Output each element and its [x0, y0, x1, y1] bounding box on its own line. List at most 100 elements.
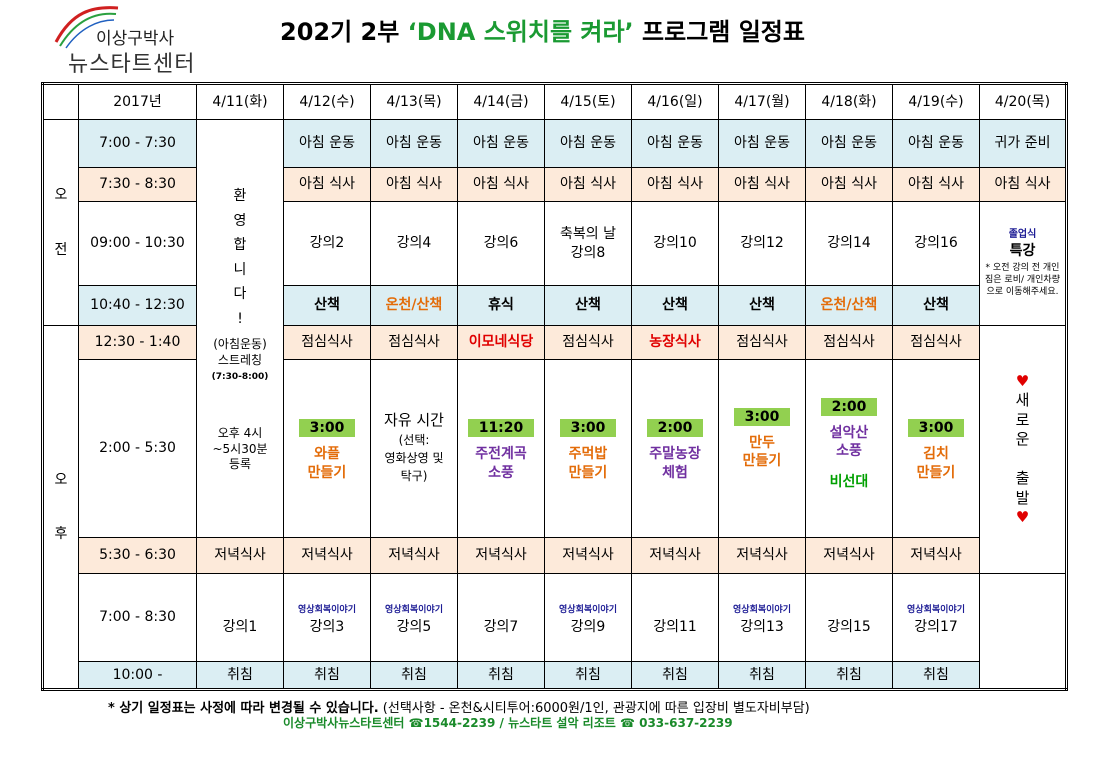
pm-char: 오: [54, 471, 68, 488]
evening-sub: 영상회복이야기: [385, 605, 443, 616]
evening-cell: 영상회복이야기 강의5: [370, 573, 458, 662]
last-day-evening-empty: [979, 573, 1067, 690]
lecture-cell: 강의4: [370, 201, 458, 286]
am-char: 오: [54, 187, 68, 204]
lunch-cell: 이모네식당: [457, 325, 545, 360]
evening-lecture: 강의17: [914, 618, 958, 635]
row-evening-lecture: 7:00 - 8:30 강의1 영상회복이야기 강의3 영상회복이야기 강의5 강의…: [43, 573, 1067, 690]
time-cell: 10:00 -: [78, 661, 197, 690]
time-badge: 11:20: [467, 419, 535, 438]
hot-spring-walk: 온천/산책: [385, 297, 443, 314]
row-sleep: 10:00 - 취침 취침 취침 취침 취침 취침 취침 취침 취침: [43, 661, 1067, 690]
time-badge: 2:00: [820, 398, 878, 417]
date-header: 4/16(일): [631, 83, 719, 120]
logo-name: 이상구박사: [96, 29, 175, 49]
lunch-cell: 점심식사: [718, 325, 806, 360]
sleep-cell: 취침: [457, 661, 545, 690]
lecture-cell: 강의12: [718, 201, 806, 286]
free-time: 자유 시간: [384, 411, 444, 430]
departure-char: 출: [1015, 469, 1030, 487]
time-badge: 3:00: [907, 419, 965, 438]
lunch-cell: 점심식사: [370, 325, 458, 360]
free-time-option: 탁구): [400, 469, 428, 484]
am-char: 전: [54, 241, 68, 258]
activity-title: 와플: [314, 446, 340, 463]
welcome-char: 환: [233, 188, 247, 205]
activity-cell: 3:00 와플 만들기: [283, 359, 371, 538]
lunch-cell: 점심식사: [805, 325, 893, 360]
evening-cell: 영상회복이야기 강의3: [283, 573, 371, 662]
activity-title: 체험: [662, 464, 688, 481]
evening-sub: 영상회복이야기: [907, 605, 965, 616]
date-header: 4/19(수): [892, 83, 980, 120]
breakfast-cell: 아침 식사: [892, 167, 980, 202]
dinner-cell: 저녁식사: [196, 537, 284, 574]
breakfast-cell: 아침 식사: [979, 167, 1067, 202]
date-header: 4/18(화): [805, 83, 893, 120]
exercise-cell: 아침 운동: [370, 119, 458, 168]
sleep-cell: 취침: [892, 661, 980, 690]
dinner-cell: 저녁식사: [457, 537, 545, 574]
lecture-cell: 강의14: [805, 201, 893, 286]
evening-lecture: 강의1: [222, 618, 258, 635]
logo-center-name: 뉴스타트센터: [68, 52, 196, 77]
center-logo: 이상구박사 뉴스타트센터: [52, 2, 232, 77]
evening-cell: 강의7: [457, 573, 545, 662]
new-char: 로: [1015, 410, 1030, 429]
schedule-note: * 상기 일정표는 사정에 따라 변경될 수 있습니다. (선택사항 - 온천&…: [108, 697, 810, 716]
departure-char: 발: [1015, 488, 1030, 507]
row-morning-lecture: 09:00 - 10:30 강의2 강의4 강의6 축복의 날 강의8 강의10 …: [43, 201, 1067, 326]
evening-lecture: 강의7: [483, 618, 519, 635]
new-char: 새: [1015, 391, 1030, 409]
evening-sub: 영상회복이야기: [298, 605, 356, 616]
dinner-cell: 저녁식사: [718, 537, 806, 574]
welcome-char: 다: [233, 286, 247, 303]
row-walk: 10:40 - 12:30 산책 온천/산책 휴식 산책 산책 산책 온천/산책…: [43, 285, 1067, 326]
evening-lecture: 강의15: [827, 618, 871, 635]
activity-title: 만들기: [307, 464, 347, 481]
graduation-special-lecture: 특강: [1009, 242, 1036, 259]
welcome-char: !: [237, 310, 243, 327]
activity-title: 만두: [749, 435, 775, 452]
welcome-char: 합: [233, 237, 247, 254]
time-cell: 12:30 - 1:40: [78, 325, 197, 360]
walk-cell: 휴식: [457, 285, 545, 326]
evening-lecture: 강의13: [740, 618, 784, 635]
dinner-cell: 저녁식사: [892, 537, 980, 574]
blessing-lecture: 강의8: [570, 244, 606, 261]
activity-cell: 3:00 김치 만들기: [892, 359, 980, 538]
evening-cell: 강의1: [196, 573, 284, 662]
title-program-name: ‘DNA 스위치를 켜라’: [407, 18, 634, 46]
activity-title: 김치: [923, 446, 949, 463]
dinner-cell: 저녁식사: [283, 537, 371, 574]
activity-title: 주말농장: [649, 446, 701, 463]
heart-icon: ♥: [1015, 508, 1030, 526]
year-header: 2017년: [78, 83, 197, 120]
date-header: 4/17(월): [718, 83, 806, 120]
activity-title: 소풍: [488, 464, 514, 481]
exercise-cell: 아침 운동: [805, 119, 893, 168]
time-cell: 7:00 - 8:30: [78, 573, 197, 662]
evening-cell: 강의15: [805, 573, 893, 662]
blessing-day-cell: 축복의 날 강의8: [544, 201, 632, 286]
dinner-cell: 저녁식사: [805, 537, 893, 574]
free-time-option: (선택:: [398, 432, 430, 447]
lecture-cell: 강의6: [457, 201, 545, 286]
note-warning: * 상기 일정표는 사정에 따라 변경될 수 있습니다.: [108, 701, 379, 716]
time-badge: 2:00: [646, 419, 704, 438]
exercise-cell: 아침 운동: [283, 119, 371, 168]
lunch-cell: 점심식사: [283, 325, 371, 360]
date-header: 4/15(토): [544, 83, 632, 120]
row-breakfast: 7:30 - 8:30 아침 식사 아침 식사 아침 식사 아침 식사 아침 식…: [43, 167, 1067, 202]
welcome-exercise: (아침운동): [213, 337, 267, 352]
exercise-cell: 아침 운동: [457, 119, 545, 168]
walk-cell: 산책: [718, 285, 806, 326]
activity-title: 소풍: [836, 443, 862, 460]
return-prep-cell: 귀가 준비: [979, 119, 1067, 168]
new-start-cell: ♥ 새 로 운 출 발 ♥: [979, 325, 1067, 574]
breakfast-cell: 아침 식사: [805, 167, 893, 202]
date-header: 4/20(목): [979, 83, 1067, 120]
